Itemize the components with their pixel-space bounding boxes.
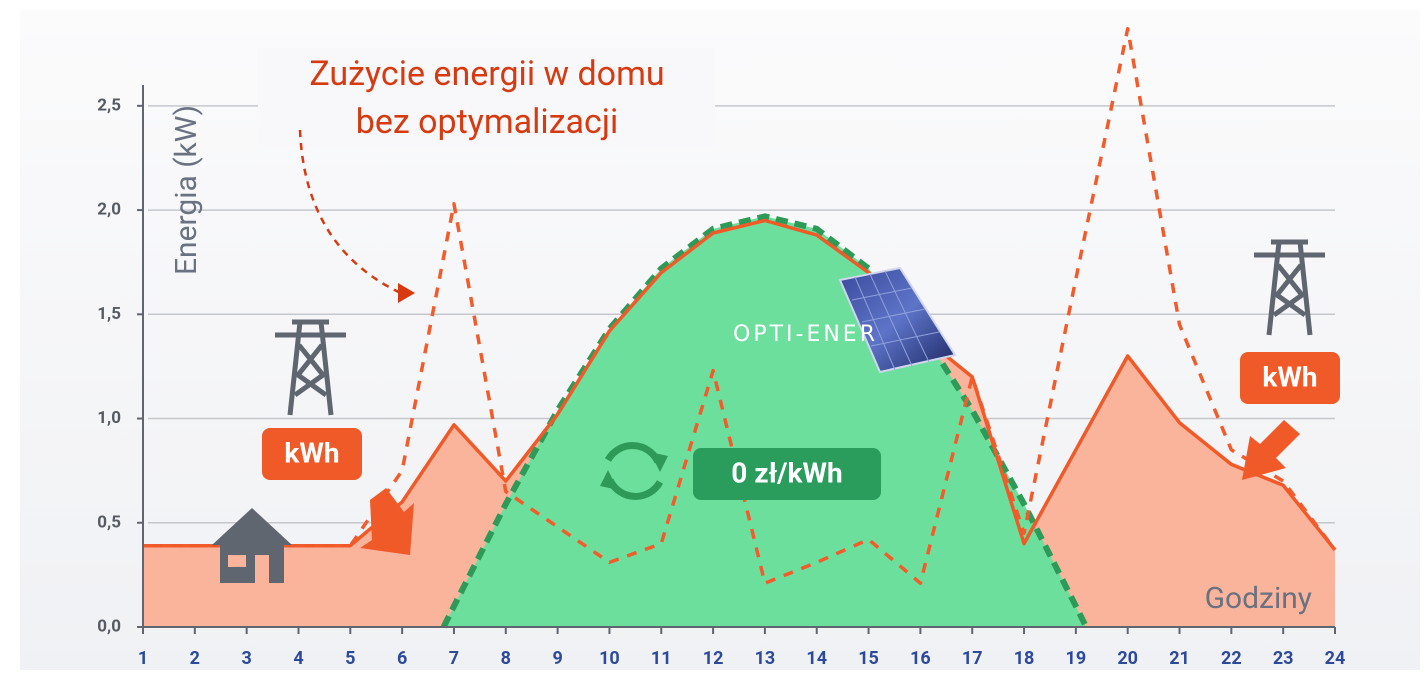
x-axis-label: Godziny <box>1205 581 1312 616</box>
page: 0,00,51,01,52,02,51234567891011121314151… <box>0 0 1427 674</box>
x-tick-label: 5 <box>345 648 355 669</box>
x-tick-label: 22 <box>1221 648 1242 669</box>
x-tick-label: 9 <box>552 648 562 669</box>
x-tick-label: 11 <box>651 648 672 669</box>
x-tick-label: 20 <box>1117 648 1138 669</box>
x-tick-label: 24 <box>1325 648 1346 669</box>
x-tick-label: 3 <box>241 648 251 669</box>
y-axis-label: Energia (kW) <box>169 105 204 275</box>
y-tick-label: 0,5 <box>97 512 121 532</box>
x-tick-label: 17 <box>962 648 983 669</box>
x-tick-label: 18 <box>1014 648 1035 669</box>
annotation-line: Zużycie energii w domu <box>309 54 664 94</box>
y-tick-label: 0,0 <box>97 616 121 636</box>
x-tick-label: 4 <box>293 648 303 669</box>
annotation-line: bez optymalizacji <box>356 102 619 142</box>
x-tick-label: 15 <box>858 648 879 669</box>
logo: OPTI-ENER <box>733 322 878 347</box>
x-tick-label: 16 <box>910 648 931 669</box>
y-tick-label: 2,5 <box>97 95 121 115</box>
x-tick-label: 12 <box>703 648 724 669</box>
chart: 0,00,51,01,52,02,51234567891011121314151… <box>0 0 1427 670</box>
y-tick-label: 2,0 <box>97 200 121 220</box>
badge-text: kWh <box>284 436 339 469</box>
badge-text: 0 zł/kWh <box>731 456 842 489</box>
x-tick-label: 2 <box>190 648 200 669</box>
x-tick-label: 6 <box>397 648 407 669</box>
x-tick-label: 7 <box>449 648 459 669</box>
x-tick-label: 14 <box>806 648 827 669</box>
y-tick-label: 1,5 <box>97 304 121 324</box>
x-tick-label: 8 <box>501 648 511 669</box>
x-tick-label: 21 <box>1169 648 1190 669</box>
x-tick-label: 10 <box>599 648 620 669</box>
x-tick-label: 1 <box>138 648 148 669</box>
x-tick-label: 23 <box>1273 648 1294 669</box>
badge-text: kWh <box>1262 360 1317 393</box>
x-tick-label: 13 <box>755 648 776 669</box>
x-tick-label: 19 <box>1066 648 1087 669</box>
y-tick-label: 1,0 <box>97 408 121 428</box>
